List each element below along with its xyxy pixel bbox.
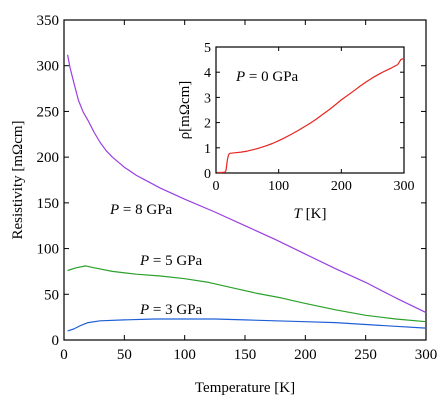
inset-x-tick-label: 300 <box>394 179 415 194</box>
inset-y-ticks: 0 1 2 3 4 5 <box>204 41 404 182</box>
series-label-8gpa-rest: = 8 GPa <box>119 202 172 218</box>
main-x-tick-label: 0 <box>60 347 68 363</box>
inset-y-tick-label: 0 <box>204 167 211 182</box>
main-x-tick-label: 200 <box>294 347 317 363</box>
inset-x-axis-label: T [K] <box>294 206 327 222</box>
main-y-tick-label: 150 <box>37 196 60 212</box>
main-y-tick-label: 0 <box>52 333 60 349</box>
series-label-3gpa: P = 3 GPa <box>139 302 203 318</box>
main-series-line-0 <box>67 54 427 314</box>
inset-x-axis-label-unit: [K] <box>302 206 327 222</box>
series-label-3gpa-rest: = 3 GPa <box>149 302 202 318</box>
main-x-tick-label: 50 <box>117 347 132 363</box>
inset-series-label-rest: = 0 GPa <box>245 69 298 85</box>
main-y-tick-label: 50 <box>44 287 59 303</box>
main-x-ticks: 0 50 100 150 200 250 300 <box>60 20 437 363</box>
main-x-tick-label: 250 <box>354 347 377 363</box>
series-label-5gpa-var: P <box>139 253 149 269</box>
inset-series-label: P = 0 GPa <box>235 69 299 85</box>
main-y-tick-label: 100 <box>37 242 60 258</box>
inset-plot: 0 100 200 300 0 1 2 3 4 5 T [K] ρ[mΩcm] P = 0 GP… <box>177 41 415 222</box>
inset-series <box>217 57 405 174</box>
main-series <box>67 54 427 332</box>
main-y-tick-label: 350 <box>37 13 60 29</box>
inset-y-tick-label: 1 <box>204 142 211 157</box>
inset-series-line-0 <box>217 57 405 174</box>
inset-y-tick-label: 2 <box>204 117 211 132</box>
series-label-8gpa-var: P <box>109 202 119 218</box>
inset-plot-frame <box>215 46 405 174</box>
inset-y-tick-label: 4 <box>204 66 211 81</box>
main-series-line-1 <box>67 265 427 323</box>
series-label-5gpa: P = 5 GPa <box>139 253 203 269</box>
main-y-tick-label: 250 <box>37 104 60 120</box>
main-x-tick-label: 150 <box>234 347 257 363</box>
inset-x-tick-label: 100 <box>268 179 289 194</box>
inset-y-axis-label: ρ[mΩcm] <box>177 81 193 140</box>
inset-y-tick-label: 5 <box>204 41 211 56</box>
main-x-axis-label: Temperature [K] <box>195 380 295 396</box>
series-label-3gpa-var: P <box>139 302 149 318</box>
main-x-tick-label: 100 <box>173 347 196 363</box>
main-x-tick-label: 300 <box>415 347 438 363</box>
inset-y-tick-label: 3 <box>204 91 211 106</box>
main-plot: 0 50 100 150 200 250 300 050100150200250300350… <box>10 13 437 396</box>
series-label-5gpa-rest: = 5 GPa <box>149 253 202 269</box>
main-series-line-2 <box>67 318 427 332</box>
inset-series-label-var: P <box>235 69 245 85</box>
main-y-tick-label: 300 <box>37 59 60 75</box>
series-label-8gpa: P = 8 GPa <box>109 202 173 218</box>
inset-x-tick-label: 200 <box>331 179 352 194</box>
inset-x-ticks: 0 100 200 300 <box>213 47 415 194</box>
main-y-axis-label: Resistivity [mΩcm] <box>10 120 26 239</box>
inset-x-tick-label: 0 <box>213 179 220 194</box>
inset-x-axis-label-var: T <box>294 206 304 222</box>
main-y-tick-label: 200 <box>37 150 60 166</box>
